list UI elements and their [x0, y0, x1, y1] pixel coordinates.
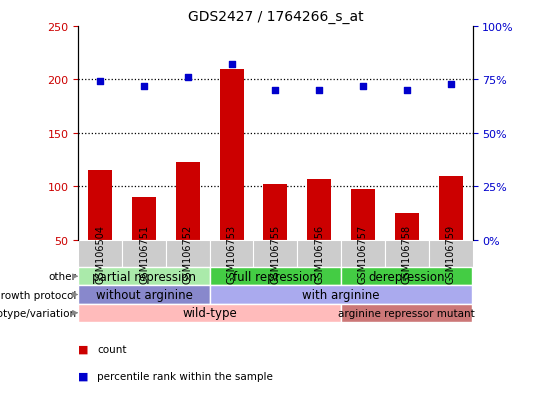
- Point: [446, 81, 455, 88]
- Point: [359, 83, 367, 90]
- Text: GSM106751: GSM106751: [139, 224, 149, 283]
- Bar: [210, 268, 341, 286]
- Text: with arginine: with arginine: [302, 288, 380, 301]
- Text: growth protocol: growth protocol: [0, 290, 76, 300]
- Text: GSM106755: GSM106755: [271, 224, 280, 283]
- Text: ■: ■: [78, 371, 89, 381]
- Bar: [341, 304, 472, 322]
- Title: GDS2427 / 1764266_s_at: GDS2427 / 1764266_s_at: [187, 10, 363, 24]
- Bar: [166, 240, 210, 268]
- Bar: [298, 240, 341, 268]
- Text: GSM106757: GSM106757: [358, 224, 368, 283]
- Bar: [78, 286, 210, 304]
- Bar: [78, 304, 341, 322]
- Point: [227, 62, 236, 69]
- Bar: [351, 190, 375, 240]
- Point: [96, 79, 105, 85]
- Bar: [341, 240, 385, 268]
- Bar: [176, 162, 200, 240]
- Point: [140, 83, 149, 90]
- Bar: [210, 240, 253, 268]
- Bar: [429, 240, 472, 268]
- Bar: [78, 268, 210, 286]
- Bar: [210, 286, 472, 304]
- Text: GSM106756: GSM106756: [314, 224, 324, 283]
- Text: arginine repressor mutant: arginine repressor mutant: [339, 308, 475, 318]
- Bar: [78, 240, 122, 268]
- Bar: [385, 240, 429, 268]
- Bar: [341, 268, 472, 286]
- Text: wild-type: wild-type: [183, 306, 237, 320]
- Text: ■: ■: [78, 344, 89, 354]
- Bar: [395, 214, 419, 240]
- Bar: [264, 185, 287, 240]
- Text: derepression: derepression: [368, 270, 445, 283]
- Point: [184, 75, 192, 81]
- Point: [315, 88, 323, 94]
- Text: count: count: [97, 344, 127, 354]
- Bar: [122, 240, 166, 268]
- Bar: [88, 171, 112, 240]
- Bar: [132, 197, 156, 240]
- Text: GSM106753: GSM106753: [227, 224, 237, 283]
- Text: genotype/variation: genotype/variation: [0, 308, 76, 318]
- Text: partial repression: partial repression: [92, 270, 196, 283]
- Text: other: other: [48, 272, 76, 282]
- Text: GSM106758: GSM106758: [402, 224, 412, 283]
- Text: GSM106504: GSM106504: [95, 224, 105, 283]
- Bar: [220, 69, 244, 240]
- Bar: [253, 240, 298, 268]
- Text: GSM106759: GSM106759: [446, 224, 456, 283]
- Bar: [307, 179, 331, 240]
- Text: GSM106752: GSM106752: [183, 224, 193, 283]
- Point: [402, 88, 411, 94]
- Text: without arginine: without arginine: [96, 288, 192, 301]
- Text: percentile rank within the sample: percentile rank within the sample: [97, 371, 273, 381]
- Bar: [438, 176, 463, 240]
- Point: [271, 88, 280, 94]
- Text: full repression: full repression: [233, 270, 318, 283]
